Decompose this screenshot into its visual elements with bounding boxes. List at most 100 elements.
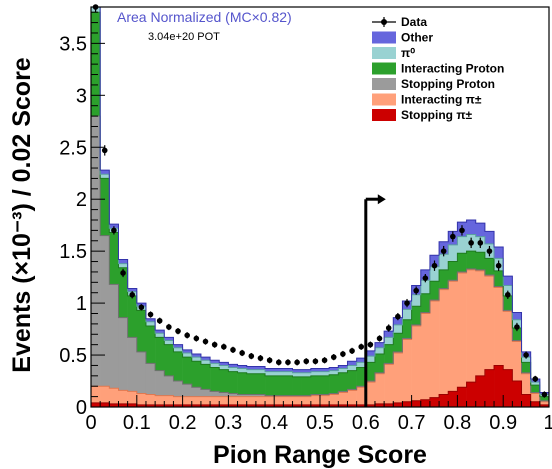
- bar-segment: [521, 357, 531, 363]
- bar-segment: [475, 269, 486, 271]
- bar-segment: [127, 288, 138, 292]
- bar-segment: [155, 404, 165, 407]
- bar-segment: [448, 391, 458, 407]
- bar-segment: [145, 318, 156, 322]
- bar-segment: [228, 364, 238, 368]
- bar-segment: [118, 317, 128, 391]
- bar-segment: [338, 368, 348, 373]
- bar-segment: [338, 365, 348, 369]
- legend-entry: Other: [372, 31, 433, 45]
- bar-segment: [402, 309, 412, 320]
- bar-segment: [475, 223, 486, 237]
- bar-segment: [109, 224, 119, 229]
- legend-entry: Interacting π±: [372, 93, 482, 107]
- bar-segment: [310, 404, 321, 407]
- bar-segment: [191, 387, 202, 397]
- bar-segment: [466, 219, 477, 235]
- x-tick-label: 0.7: [398, 412, 426, 434]
- bar-segment: [448, 281, 458, 392]
- bar-segment: [457, 387, 467, 407]
- data-point: [147, 311, 154, 318]
- bar-segment: [118, 403, 128, 407]
- data-point: [266, 357, 273, 364]
- bar-segment: [429, 281, 440, 300]
- bar-segment: [301, 395, 312, 397]
- legend-swatch: [372, 47, 396, 59]
- bar-segment: [100, 174, 110, 179]
- bar-segment: [219, 404, 229, 407]
- bar-segment: [301, 372, 312, 377]
- bar-segment: [448, 280, 458, 282]
- bar-segment: [539, 404, 550, 407]
- bar-segment: [466, 268, 477, 270]
- data-point: [312, 358, 319, 365]
- legend-swatch: [372, 109, 396, 121]
- bar-segment: [127, 337, 138, 392]
- data-point: [294, 359, 300, 366]
- y-axis-ticks: 0 0.5 1 1.5 2 2.5 3 3.5: [59, 11, 105, 419]
- y-tick-label: 3: [76, 85, 87, 107]
- bar-segment: [292, 369, 302, 373]
- x-tick-label: 0.9: [489, 412, 517, 434]
- bar-segment: [521, 372, 531, 374]
- bar-segment: [292, 404, 302, 407]
- bar-segment: [530, 392, 541, 394]
- bar-segment: [347, 389, 357, 391]
- data-point: [230, 347, 236, 353]
- bar-segment: [274, 371, 284, 376]
- bar-segment: [173, 351, 183, 382]
- legend-swatch: [372, 31, 396, 44]
- bar-segment: [384, 363, 394, 365]
- bar-segment: [246, 369, 257, 374]
- x-tick-label: 1: [543, 412, 552, 434]
- bar-segment: [164, 404, 174, 407]
- bar-segment: [265, 396, 275, 405]
- bar-segment: [310, 368, 321, 372]
- legend-swatch: [372, 78, 396, 90]
- bar-segment: [283, 404, 293, 407]
- data-point: [275, 359, 282, 366]
- bar-segment: [521, 373, 531, 395]
- bar-segment: [91, 386, 101, 403]
- bar-segment: [118, 259, 128, 264]
- bar-segment: [429, 397, 440, 407]
- data-point: [504, 291, 511, 298]
- data-point: [166, 324, 172, 330]
- bar-segment: [118, 267, 128, 318]
- bar-segment: [255, 373, 266, 395]
- bar-segment: [255, 369, 266, 374]
- x-tick-label: 0.5: [306, 412, 334, 434]
- bar-segment: [329, 404, 339, 407]
- data-point: [330, 354, 337, 360]
- y-tick-label: 0: [76, 397, 87, 419]
- bar-segment: [347, 390, 357, 405]
- data-point: [211, 341, 218, 348]
- data-point: [367, 341, 374, 348]
- bar-segment: [283, 395, 293, 397]
- bar-segment: [402, 339, 412, 402]
- bar-segment: [365, 350, 376, 357]
- data-point: [468, 240, 474, 246]
- data-point: [477, 240, 484, 246]
- bar-segment: [164, 375, 174, 396]
- bar-segment: [494, 287, 504, 366]
- series-interacting-: [91, 269, 550, 405]
- data-point: [541, 391, 548, 398]
- bar-segment: [320, 368, 330, 372]
- bar-segment: [100, 402, 110, 407]
- bar-segment: [338, 404, 348, 407]
- cut-arrow-head: [377, 194, 386, 205]
- bar-segment: [329, 367, 339, 371]
- x-axis-ticks: 0 0.1 0.2 0.3 0.4 0.5 0.6 0.7 0.8 0.9 1: [85, 395, 552, 434]
- bar-segment: [191, 354, 202, 358]
- bar-segment: [420, 280, 431, 294]
- bar-segment: [246, 396, 257, 405]
- bar-segment: [164, 337, 174, 341]
- bar-segment: [384, 364, 394, 404]
- bar-segment: [118, 390, 128, 404]
- data-point: [221, 343, 227, 350]
- bar-segment: [338, 391, 348, 393]
- data-point: [129, 291, 136, 298]
- bar-segment: [411, 306, 422, 325]
